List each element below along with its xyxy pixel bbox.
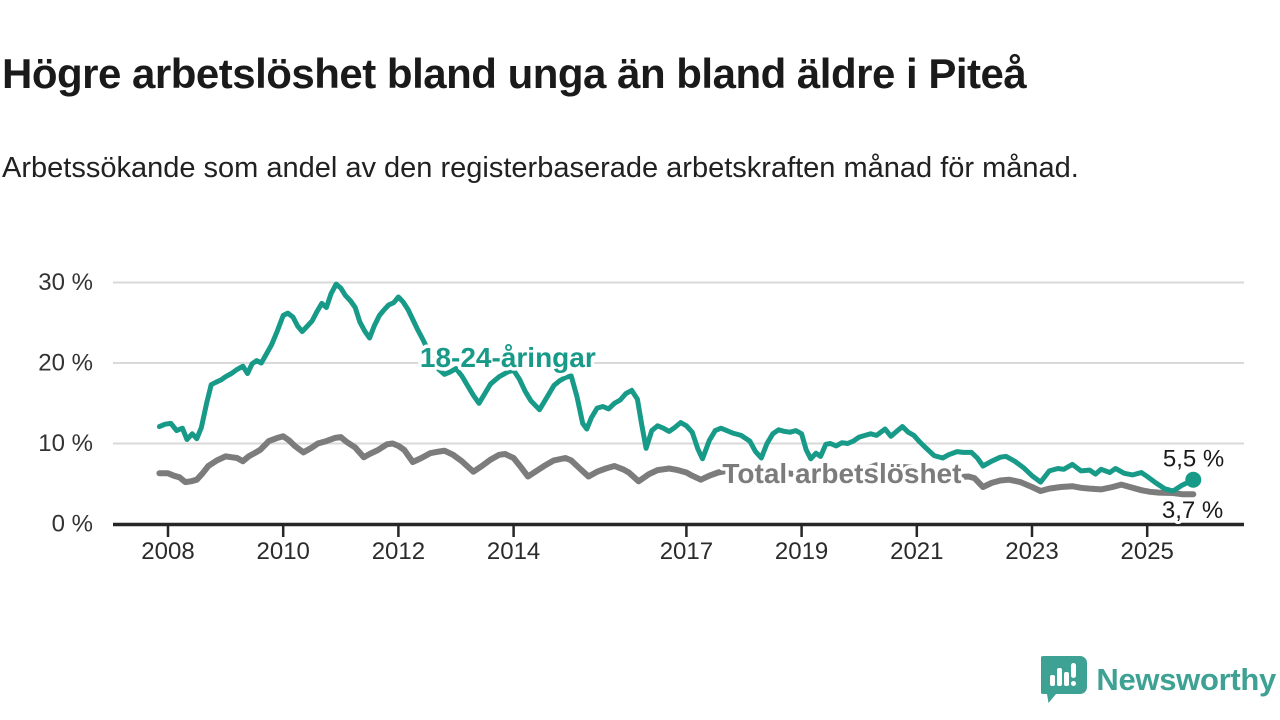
bar-small — [1050, 675, 1056, 686]
series-line-Total-arbetslöshet — [156, 433, 1197, 498]
series-annotation-1: Total arbetslöshet — [722, 458, 961, 489]
x-axis-label-2025: 2025 — [1121, 538, 1174, 565]
y-axis-label-20: 20 % — [38, 350, 93, 377]
x-axis-label-2017: 2017 — [660, 538, 713, 565]
x-axis-label-2014: 2014 — [487, 538, 540, 565]
end-value-label-youth: 5,5 % — [1163, 446, 1224, 473]
x-axis-label-2021: 2021 — [890, 538, 943, 565]
end-dot-18-24-åringar — [1185, 471, 1202, 488]
exclamation-dot — [1071, 681, 1077, 686]
x-axis-label-2012: 2012 — [372, 538, 425, 565]
page-title: Högre arbetslöshet bland unga än bland ä… — [2, 50, 1027, 98]
x-axis-label-2019: 2019 — [775, 538, 828, 565]
x-axis-label-2008: 2008 — [141, 538, 194, 565]
brand-name: Newsworthy — [1096, 661, 1276, 697]
series-line-18-24-åringar — [156, 281, 1196, 494]
y-axis-label-0: 0 % — [52, 511, 93, 538]
brand-footer: Newsworthy — [1041, 655, 1276, 704]
newsworthy-logo-icon — [1041, 656, 1088, 703]
x-axis-label-2023: 2023 — [1005, 538, 1058, 565]
y-axis-label-10: 10 % — [38, 430, 93, 457]
exclamation-bar — [1071, 663, 1077, 678]
x-axis-label-2010: 2010 — [257, 538, 310, 565]
series-annotation-0: 18-24-åringar — [420, 342, 596, 373]
y-axis-label-30: 30 % — [38, 269, 93, 296]
end-value-label-total: 3,7 % — [1162, 497, 1223, 524]
bar-medium — [1064, 672, 1070, 686]
chart-subtitle: Arbetssökande som andel av den registerb… — [2, 152, 1079, 184]
bar-tall — [1057, 668, 1063, 686]
